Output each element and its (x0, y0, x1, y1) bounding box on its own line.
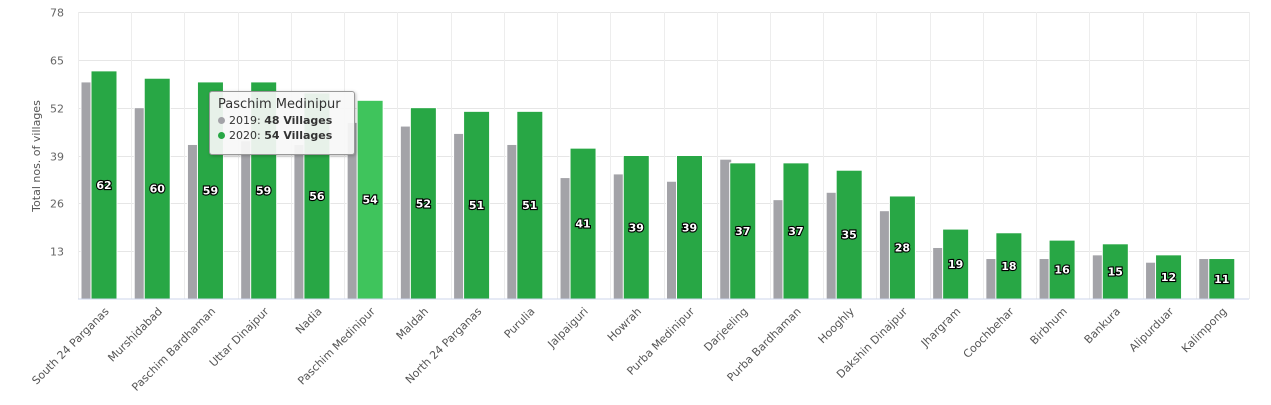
x-category-label: Nadia (293, 305, 325, 337)
bar-2020[interactable] (729, 162, 757, 300)
tooltip-value-2020: 54 Villages (264, 129, 333, 142)
data-labels: 62 60 59 59 56 54 52 51 51 41 39 39 37 37 35 28 19 18 16 15… (95, 178, 1230, 287)
data-label-2020: 35 (842, 229, 857, 242)
bar-2020[interactable] (356, 99, 384, 300)
tooltip-value-2019: 48 Villages (264, 114, 333, 127)
bar-2020[interactable] (143, 77, 171, 300)
y-tick-label: 13 (50, 246, 64, 259)
tooltip-series-2020: 2020 (229, 129, 257, 142)
data-label-2020: 54 (362, 194, 378, 207)
x-category-label: Howrah (605, 305, 644, 344)
tooltip-series-2019: 2019 (229, 114, 257, 127)
x-category-label: Birbhum (1028, 305, 1070, 347)
x-category-label: Hooghly (816, 305, 858, 347)
gridlines (78, 12, 1250, 299)
x-category-label: Purulia (502, 305, 538, 341)
x-category-label: Coochbehar (961, 305, 1017, 361)
data-label-2020: 37 (788, 225, 803, 238)
bar-2020[interactable] (1155, 254, 1183, 300)
x-category-label: Jalpaiguri (545, 305, 591, 351)
x-category-label: Darjeeling (701, 305, 750, 354)
bars[interactable] (80, 70, 1236, 300)
data-label-2020: 41 (575, 218, 590, 231)
data-label-2020: 51 (522, 199, 537, 212)
data-label-2020: 37 (735, 225, 750, 238)
data-label-2020: 28 (895, 241, 910, 254)
bar-2020[interactable] (676, 155, 703, 300)
series-2020-dot-icon (218, 132, 225, 139)
data-label-2020: 11 (1214, 273, 1229, 286)
bar-2020[interactable] (90, 70, 118, 300)
data-label-2020: 18 (1001, 260, 1016, 273)
data-label-2020: 51 (469, 199, 484, 212)
data-label-2020: 12 (1161, 271, 1176, 284)
data-label-2020: 59 (203, 184, 218, 197)
x-category-label: Bankura (1082, 305, 1123, 346)
y-axis-title: Total nos. of villages (30, 100, 43, 213)
bar-2020[interactable] (942, 228, 970, 300)
y-tick-label: 78 (50, 7, 64, 20)
y-tick-label: 26 (50, 198, 64, 211)
y-axis-tick-labels: 13 26 39 52 65 78 (50, 7, 64, 259)
tooltip: Paschim Medinipur 2019: 48 Villages 2020… (209, 91, 355, 155)
x-category-label: Kalimpong (1179, 305, 1229, 355)
x-category-label: South 24 Parganas (29, 305, 111, 387)
data-label-2020: 16 (1054, 264, 1070, 277)
x-category-label: Alipurduar (1127, 305, 1177, 355)
data-label-2020: 62 (96, 179, 111, 192)
data-label-2020: 59 (256, 184, 271, 197)
tooltip-title: Paschim Medinipur (218, 97, 341, 112)
data-label-2020: 39 (682, 221, 697, 234)
data-label-2020: 15 (1108, 265, 1123, 278)
y-tick-label: 65 (50, 55, 64, 68)
x-category-label: Jhargram (918, 305, 963, 350)
bar-2020[interactable] (835, 169, 863, 300)
bar-2020[interactable] (409, 107, 437, 300)
tooltip-row-2019: 2019: 48 Villages (218, 113, 346, 128)
x-category-label: Murshidabad (105, 305, 165, 365)
data-label-2020: 39 (629, 221, 644, 234)
x-category-label: Maldah (394, 305, 431, 342)
y-tick-label: 39 (50, 151, 64, 164)
y-tick-label: 52 (50, 103, 64, 116)
data-label-2020: 56 (309, 190, 325, 203)
data-label-2020: 19 (948, 258, 963, 271)
series-2019-dot-icon (218, 117, 225, 124)
data-label-2020: 60 (150, 183, 166, 196)
data-label-2020: 52 (416, 197, 431, 210)
tooltip-row-2020: 2020: 54 Villages (218, 128, 346, 143)
